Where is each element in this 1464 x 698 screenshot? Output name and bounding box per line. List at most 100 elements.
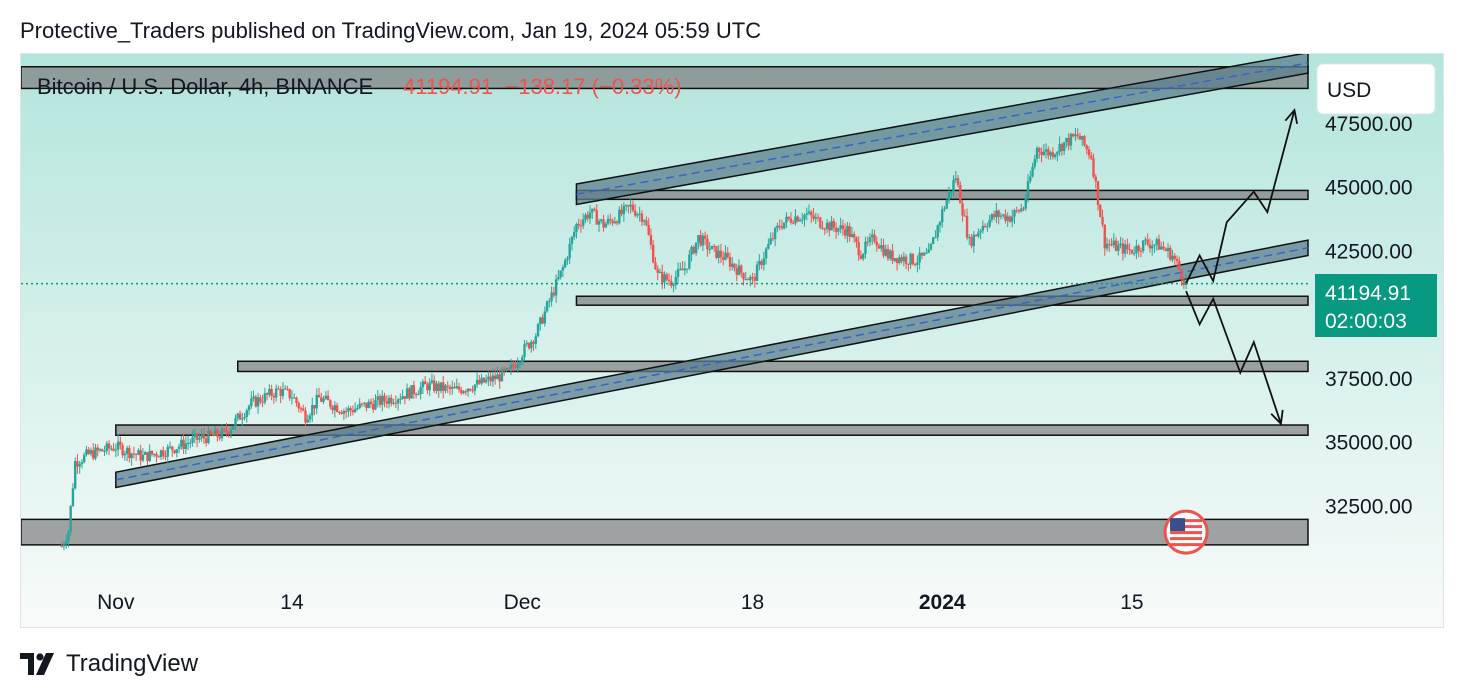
candle bbox=[868, 233, 872, 247]
candle-body bbox=[1137, 245, 1140, 252]
candle bbox=[753, 273, 757, 288]
candle-body bbox=[615, 221, 619, 224]
candle bbox=[570, 235, 574, 251]
flag-stripe bbox=[1170, 537, 1203, 541]
currency-button[interactable]: USD bbox=[1316, 63, 1436, 115]
candle-body bbox=[159, 450, 163, 458]
candle-body bbox=[1015, 210, 1018, 212]
candle-body bbox=[1056, 151, 1059, 155]
candle bbox=[500, 367, 504, 382]
candle-body bbox=[672, 284, 675, 286]
candle-body bbox=[405, 388, 409, 399]
tradingview-logo[interactable]: TradingView bbox=[20, 650, 198, 678]
candle bbox=[372, 398, 375, 413]
candle bbox=[1058, 136, 1061, 156]
candle bbox=[263, 387, 267, 405]
candle bbox=[168, 441, 172, 449]
candle bbox=[602, 214, 605, 232]
candle-body bbox=[708, 249, 711, 251]
candle bbox=[708, 241, 711, 254]
candle-body bbox=[338, 411, 341, 413]
candle-body bbox=[317, 394, 321, 398]
candle-body bbox=[518, 362, 522, 364]
candle-body bbox=[1180, 269, 1183, 280]
candle bbox=[482, 377, 486, 384]
candle-body bbox=[451, 386, 454, 389]
candle bbox=[543, 306, 547, 327]
candle bbox=[613, 216, 617, 225]
candle-body bbox=[1076, 134, 1079, 136]
candle-body bbox=[715, 246, 718, 258]
us-flag-icon[interactable] bbox=[1163, 509, 1209, 555]
candle bbox=[338, 410, 341, 415]
candle-body bbox=[852, 234, 856, 238]
candle-body bbox=[457, 386, 461, 390]
candle-body bbox=[780, 226, 784, 229]
candle bbox=[313, 404, 316, 415]
candle bbox=[834, 222, 838, 239]
candle bbox=[1135, 239, 1138, 260]
candle-body bbox=[141, 454, 145, 461]
chart[interactable]: 32500.00 35000.00 37500.00 42500.00 45000.00… bbox=[21, 54, 1444, 628]
candle bbox=[821, 220, 824, 230]
candle bbox=[631, 200, 635, 213]
candle bbox=[992, 210, 996, 221]
candle-body bbox=[353, 408, 357, 413]
candle bbox=[782, 222, 786, 230]
candle-body bbox=[848, 226, 851, 237]
candle-body bbox=[403, 396, 407, 399]
candle bbox=[1108, 239, 1111, 252]
candle bbox=[871, 228, 874, 245]
candle bbox=[832, 218, 836, 233]
candle bbox=[274, 384, 278, 402]
chart-frame[interactable]: 32500.00 35000.00 37500.00 42500.00 45000.00… bbox=[20, 53, 1444, 628]
candle bbox=[130, 452, 133, 466]
candle-body bbox=[983, 225, 987, 227]
candle-body bbox=[1164, 248, 1167, 251]
candle bbox=[521, 354, 524, 366]
candle bbox=[229, 426, 233, 439]
candle-body bbox=[728, 257, 732, 267]
candle-body bbox=[579, 225, 583, 227]
candle-body bbox=[250, 398, 253, 407]
candle bbox=[900, 254, 903, 264]
candle-body bbox=[1071, 134, 1075, 137]
candle-body bbox=[636, 214, 639, 216]
candle bbox=[92, 443, 95, 461]
candle bbox=[688, 249, 691, 270]
candle bbox=[1117, 240, 1120, 256]
candle-body bbox=[134, 454, 138, 456]
candle bbox=[1126, 238, 1129, 255]
candle bbox=[390, 394, 393, 407]
candle-body bbox=[889, 250, 892, 259]
candle-body bbox=[168, 446, 172, 448]
candle-body bbox=[798, 219, 802, 222]
candle-body bbox=[1169, 247, 1172, 260]
candle-body bbox=[1132, 253, 1136, 255]
candle-body bbox=[929, 243, 933, 250]
horizontal-zone bbox=[575, 189, 1309, 201]
candle-body bbox=[507, 368, 510, 370]
candle-body bbox=[121, 445, 124, 456]
candle bbox=[473, 384, 477, 396]
candle bbox=[326, 390, 330, 401]
candle-body bbox=[247, 406, 251, 411]
candle bbox=[947, 186, 951, 204]
candle-body bbox=[69, 505, 72, 532]
candle-body bbox=[907, 263, 910, 265]
flag-stripe bbox=[1170, 525, 1203, 529]
candle bbox=[1130, 249, 1134, 255]
candle bbox=[1033, 154, 1036, 170]
candle-body bbox=[216, 429, 219, 437]
candle-body bbox=[1173, 255, 1176, 259]
candle-body bbox=[866, 241, 869, 243]
candle bbox=[746, 277, 750, 281]
candle-body bbox=[909, 253, 912, 265]
candle-body bbox=[245, 410, 248, 418]
candle-body bbox=[414, 394, 418, 396]
candle bbox=[661, 264, 664, 290]
y-tick-label: 32500.00 bbox=[1325, 495, 1413, 518]
candle-body bbox=[378, 396, 382, 405]
candle-body bbox=[1101, 216, 1104, 225]
candle bbox=[780, 219, 784, 231]
